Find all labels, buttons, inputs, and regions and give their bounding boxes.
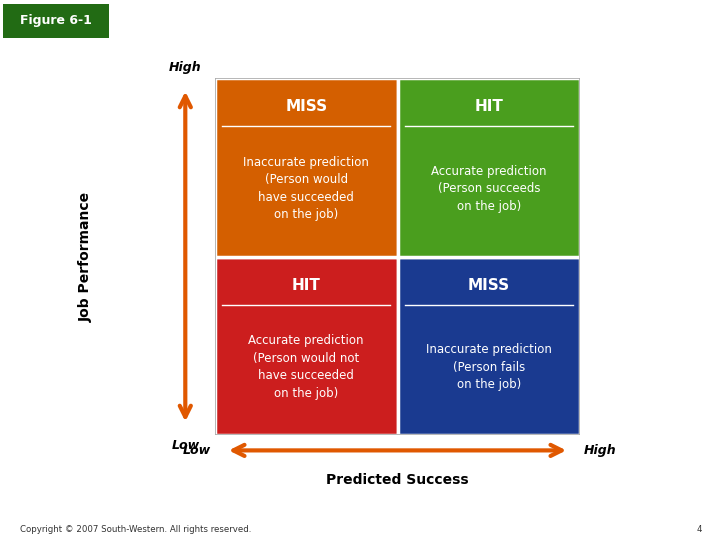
Text: Predicted Success: Predicted Success xyxy=(326,473,469,487)
Text: Job Performance: Job Performance xyxy=(79,192,94,321)
Text: The Goal of Selection: Maximize “Hits”: The Goal of Selection: Maximize “Hits” xyxy=(256,13,565,28)
Text: Inaccurate prediction
(Person would
have succeeded
on the job): Inaccurate prediction (Person would have… xyxy=(243,156,369,221)
FancyBboxPatch shape xyxy=(3,4,109,38)
Text: Low: Low xyxy=(183,444,212,457)
Text: MISS: MISS xyxy=(468,278,510,293)
Text: HIT: HIT xyxy=(292,278,320,293)
Text: HIT: HIT xyxy=(474,99,503,114)
Text: Inaccurate prediction
(Person fails
on the job): Inaccurate prediction (Person fails on t… xyxy=(426,343,552,391)
Text: High: High xyxy=(169,62,202,75)
Text: High: High xyxy=(584,444,616,457)
Bar xyxy=(397,78,580,256)
Bar xyxy=(215,256,397,435)
Text: Low: Low xyxy=(171,438,199,451)
Text: Accurate prediction
(Person would not
have succeeded
on the job): Accurate prediction (Person would not ha… xyxy=(248,334,364,400)
Bar xyxy=(215,78,397,256)
Text: MISS: MISS xyxy=(285,99,328,114)
Text: Copyright © 2007 South-Western. All rights reserved.: Copyright © 2007 South-Western. All righ… xyxy=(20,524,251,534)
Text: Accurate prediction
(Person succeeds
on the job): Accurate prediction (Person succeeds on … xyxy=(431,165,546,213)
Text: Figure 6-1: Figure 6-1 xyxy=(20,14,92,27)
Bar xyxy=(397,256,580,435)
Text: 4: 4 xyxy=(696,524,702,534)
